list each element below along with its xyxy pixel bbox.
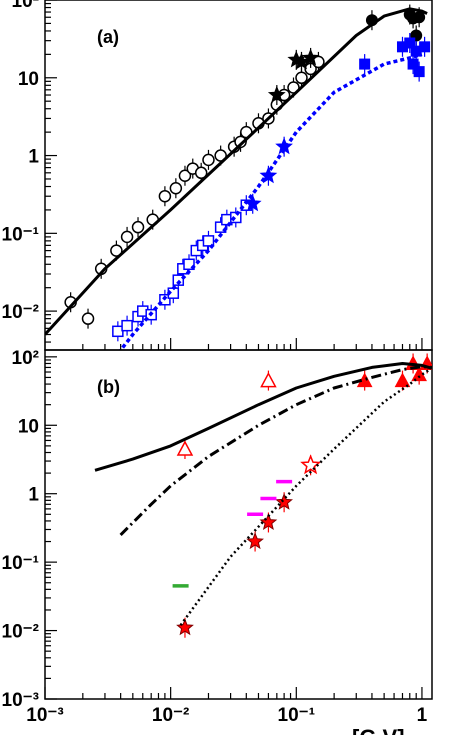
data-point [246, 532, 264, 550]
y-tick-label: 10² [12, 348, 39, 369]
data-point [301, 48, 320, 66]
y-tick-label: 10⁻² [2, 622, 40, 643]
data-point [267, 85, 286, 103]
data-point [260, 371, 277, 388]
x-axis-title: [G V] [352, 725, 405, 735]
data-point [275, 492, 293, 510]
y-tick-label: 10⁻¹ [2, 553, 40, 574]
data-point [394, 372, 411, 388]
data-point [300, 454, 322, 475]
data-point [407, 58, 419, 70]
data-point [404, 37, 416, 49]
y-tick-label: 10² [12, 0, 39, 12]
data-point [202, 153, 215, 167]
data-point [131, 220, 145, 234]
x-tick-label: 10⁻³ [26, 705, 64, 726]
y-tick-label: 10 [18, 416, 39, 437]
x-tick-label: 10⁻¹ [278, 705, 316, 726]
data-point [194, 166, 208, 180]
data-point [259, 513, 278, 530]
data-point [359, 58, 371, 70]
panel-a: 10² 10 1 10⁻¹ 10⁻² (a) [2, 0, 433, 351]
data-point [202, 235, 215, 247]
plot-frame [44, 349, 433, 700]
data-point [158, 189, 172, 203]
data-point [295, 71, 308, 85]
data-point [176, 618, 194, 636]
data-point [214, 221, 227, 233]
y-tick-label: 1 [28, 485, 39, 506]
x-tick-label: 1 [417, 705, 428, 726]
series-curve [94, 362, 432, 472]
data-point [413, 66, 425, 78]
data-point [178, 169, 192, 182]
data-point [214, 149, 227, 162]
data-point [120, 230, 134, 244]
y-tick-label: 10⁻³ [2, 690, 40, 711]
x-tick-label: 10⁻² [152, 705, 190, 726]
y-tick-label: 10⁻² [2, 302, 40, 323]
series-curve [119, 365, 432, 536]
data-point [121, 319, 133, 332]
data-point [81, 312, 95, 325]
panel-label: (b) [97, 377, 120, 397]
panel-b: 10² 10 1 10⁻¹ 10⁻² 10⁻³10⁻³ 10⁻² 10⁻¹ 1 (b) [2, 348, 433, 726]
panel-label: (a) [97, 27, 119, 47]
data-point [110, 244, 123, 257]
y-tick-label: 1 [28, 147, 39, 168]
data-point [172, 274, 185, 286]
plot-area [94, 353, 432, 638]
x-axis-title-group: [G V] [352, 725, 405, 735]
y-tick-label: 10 [18, 69, 39, 90]
data-point [176, 440, 194, 456]
data-point [419, 41, 431, 53]
plot-area [45, 4, 431, 350]
data-point [230, 211, 242, 224]
data-point [169, 181, 183, 195]
y-tick-label: 10⁻¹ [2, 224, 40, 245]
data-point [183, 258, 195, 271]
series-curve [45, 7, 428, 336]
data-point [413, 11, 426, 24]
series-curve [118, 52, 423, 350]
